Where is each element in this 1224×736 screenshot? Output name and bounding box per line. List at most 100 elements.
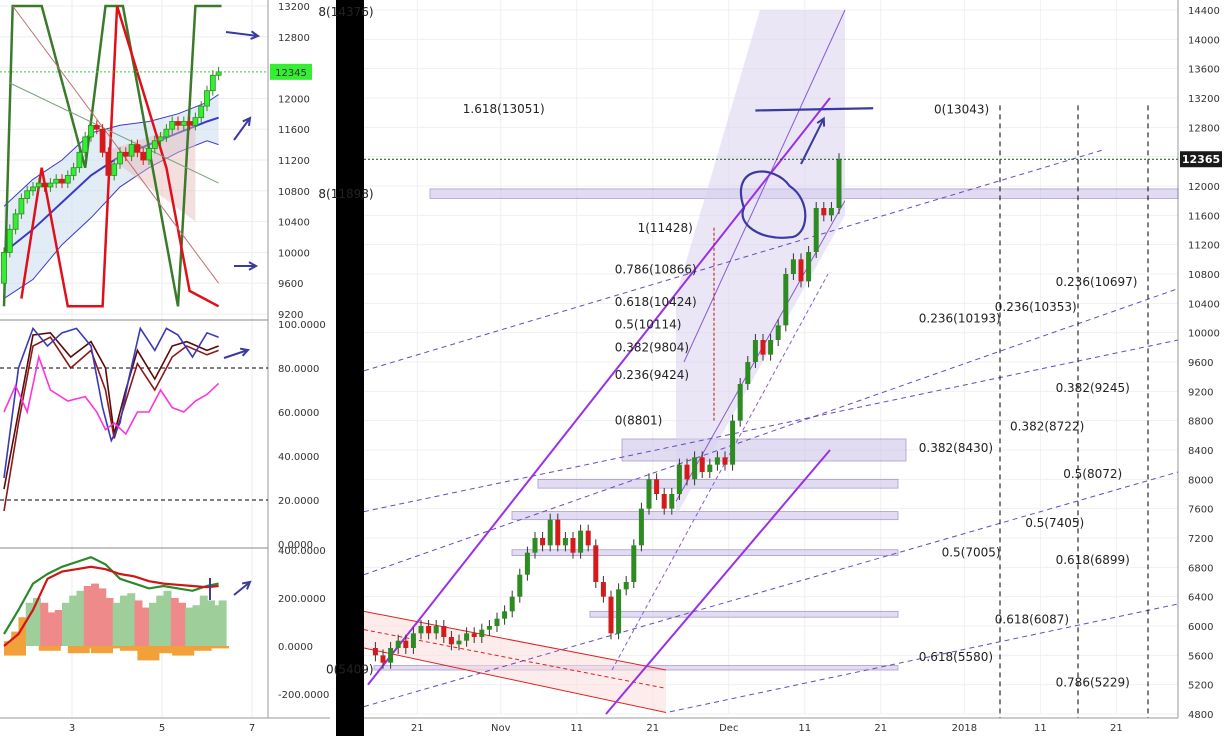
left-candle (76, 151, 83, 169)
main-candle (654, 479, 660, 494)
annotation-target-line (755, 107, 874, 112)
dashed-trend-line (363, 471, 1179, 708)
osc-histogram-bar (149, 602, 157, 646)
osc-negative-bar (102, 646, 125, 649)
dashed-trend-line (363, 148, 1106, 372)
arrow-right-annotation (223, 349, 249, 359)
fib-level-label: 0.236(10193) (919, 312, 1001, 326)
left-candle (12, 213, 19, 230)
osc-negative-bar (91, 646, 113, 654)
osc-histogram-bar (170, 598, 179, 646)
osc-negative-bar (38, 646, 61, 651)
arrow-right-annotation-head (239, 347, 250, 357)
main-candle (828, 208, 834, 216)
osc-histogram-bar (11, 631, 20, 646)
osc-histogram-bar (83, 586, 92, 646)
osc-negative-bar (207, 646, 229, 649)
main-candle (555, 519, 561, 546)
osc-histogram-bar (214, 605, 223, 646)
main-y-tick: 6000 (1188, 622, 1213, 633)
osc-histogram-bar (185, 607, 194, 646)
main-candle (532, 538, 538, 553)
purple-trend-line (605, 449, 831, 715)
annotation-circle (740, 170, 807, 239)
main-candle (433, 626, 439, 634)
main-candle (578, 530, 584, 553)
osc-negative-bar (4, 646, 26, 656)
fib-level-label: 0.382(8430) (919, 441, 993, 455)
fib-level-label: 0.618(6899) (1056, 553, 1130, 567)
left-x-tick: 3 (69, 723, 75, 734)
main-candle (638, 508, 644, 546)
main-x-tick: Dec (719, 723, 738, 734)
left-candle (163, 128, 170, 138)
osc-negative-bar (79, 646, 102, 649)
left-candle (117, 151, 123, 165)
arrow-up-annotation (233, 117, 251, 141)
left-price-tag (270, 63, 312, 80)
dashed-trend-line (363, 339, 1179, 513)
main-candle (616, 589, 622, 634)
left-y-tick: 10800 (278, 187, 310, 198)
main-candle (669, 494, 675, 509)
left-candle (105, 151, 112, 176)
main-candle (502, 611, 508, 619)
main-price-tag-text: 12365 (1182, 153, 1220, 166)
main-candle (600, 582, 606, 597)
osc-histogram-bar (25, 602, 34, 646)
osc-negative-bar (67, 646, 90, 654)
main-candle (380, 655, 386, 663)
main-candle (775, 325, 781, 340)
main-candle (821, 208, 827, 216)
annotation-arrow-head (816, 116, 826, 127)
main-x-tick: 2018 (952, 723, 977, 734)
main-candle (707, 464, 713, 472)
main-y-tick: 5200 (1188, 681, 1213, 692)
main-candle (456, 640, 462, 645)
main-candle (684, 464, 690, 480)
main-y-tick: 13200 (1188, 94, 1220, 105)
left-y-tick: 9600 (278, 279, 303, 290)
main-candle (479, 629, 485, 637)
main-y-tick: 9600 (1188, 358, 1213, 369)
left-y-tick: 11600 (278, 125, 310, 136)
main-candle (562, 538, 568, 546)
osc-histogram-bar (156, 595, 165, 646)
osc-histogram-bar (163, 590, 172, 646)
main-candle (540, 538, 546, 546)
left-price-tag-text: 12345 (275, 68, 307, 79)
osc-histogram-bar (91, 583, 99, 646)
arrow-up-annotation-head (241, 580, 252, 590)
fib-level-label: 0.382(9804) (615, 340, 689, 354)
main-x-tick: 21 (874, 723, 887, 734)
osc-histogram-bar (141, 607, 150, 646)
main-candle (806, 252, 812, 282)
left-y-tick: 11200 (278, 156, 310, 167)
main-y-tick: 12800 (1188, 123, 1220, 134)
left-candle (93, 124, 100, 130)
main-candle (813, 208, 819, 252)
main-candle (372, 648, 378, 656)
oscillator-panel: 400.0000 200.0000 0.0000 -200.0000 (0, 546, 329, 701)
left-candle (99, 128, 106, 153)
left-candle (140, 151, 147, 161)
main-candle (752, 340, 758, 362)
main-y-tick: 4800 (1188, 710, 1213, 721)
stoch-series-3 (3, 354, 220, 436)
main-y-tick: 7200 (1188, 534, 1213, 545)
main-candle (494, 618, 500, 626)
left-candle (198, 105, 205, 119)
fib-level-label: 0.236(10353) (995, 300, 1077, 314)
fib-level-label: 0.618(5580) (919, 650, 993, 664)
osc-histogram-bar (98, 588, 107, 646)
left-candle (88, 124, 94, 138)
left-candle (35, 182, 42, 188)
pane-separator (336, 0, 364, 736)
support-resistance-band (511, 549, 899, 557)
support-resistance-band (537, 478, 899, 489)
left-candle (122, 151, 129, 157)
main-y-tick: 8000 (1188, 475, 1213, 486)
main-candle (593, 545, 599, 582)
main-y-tick: 5600 (1188, 651, 1213, 662)
